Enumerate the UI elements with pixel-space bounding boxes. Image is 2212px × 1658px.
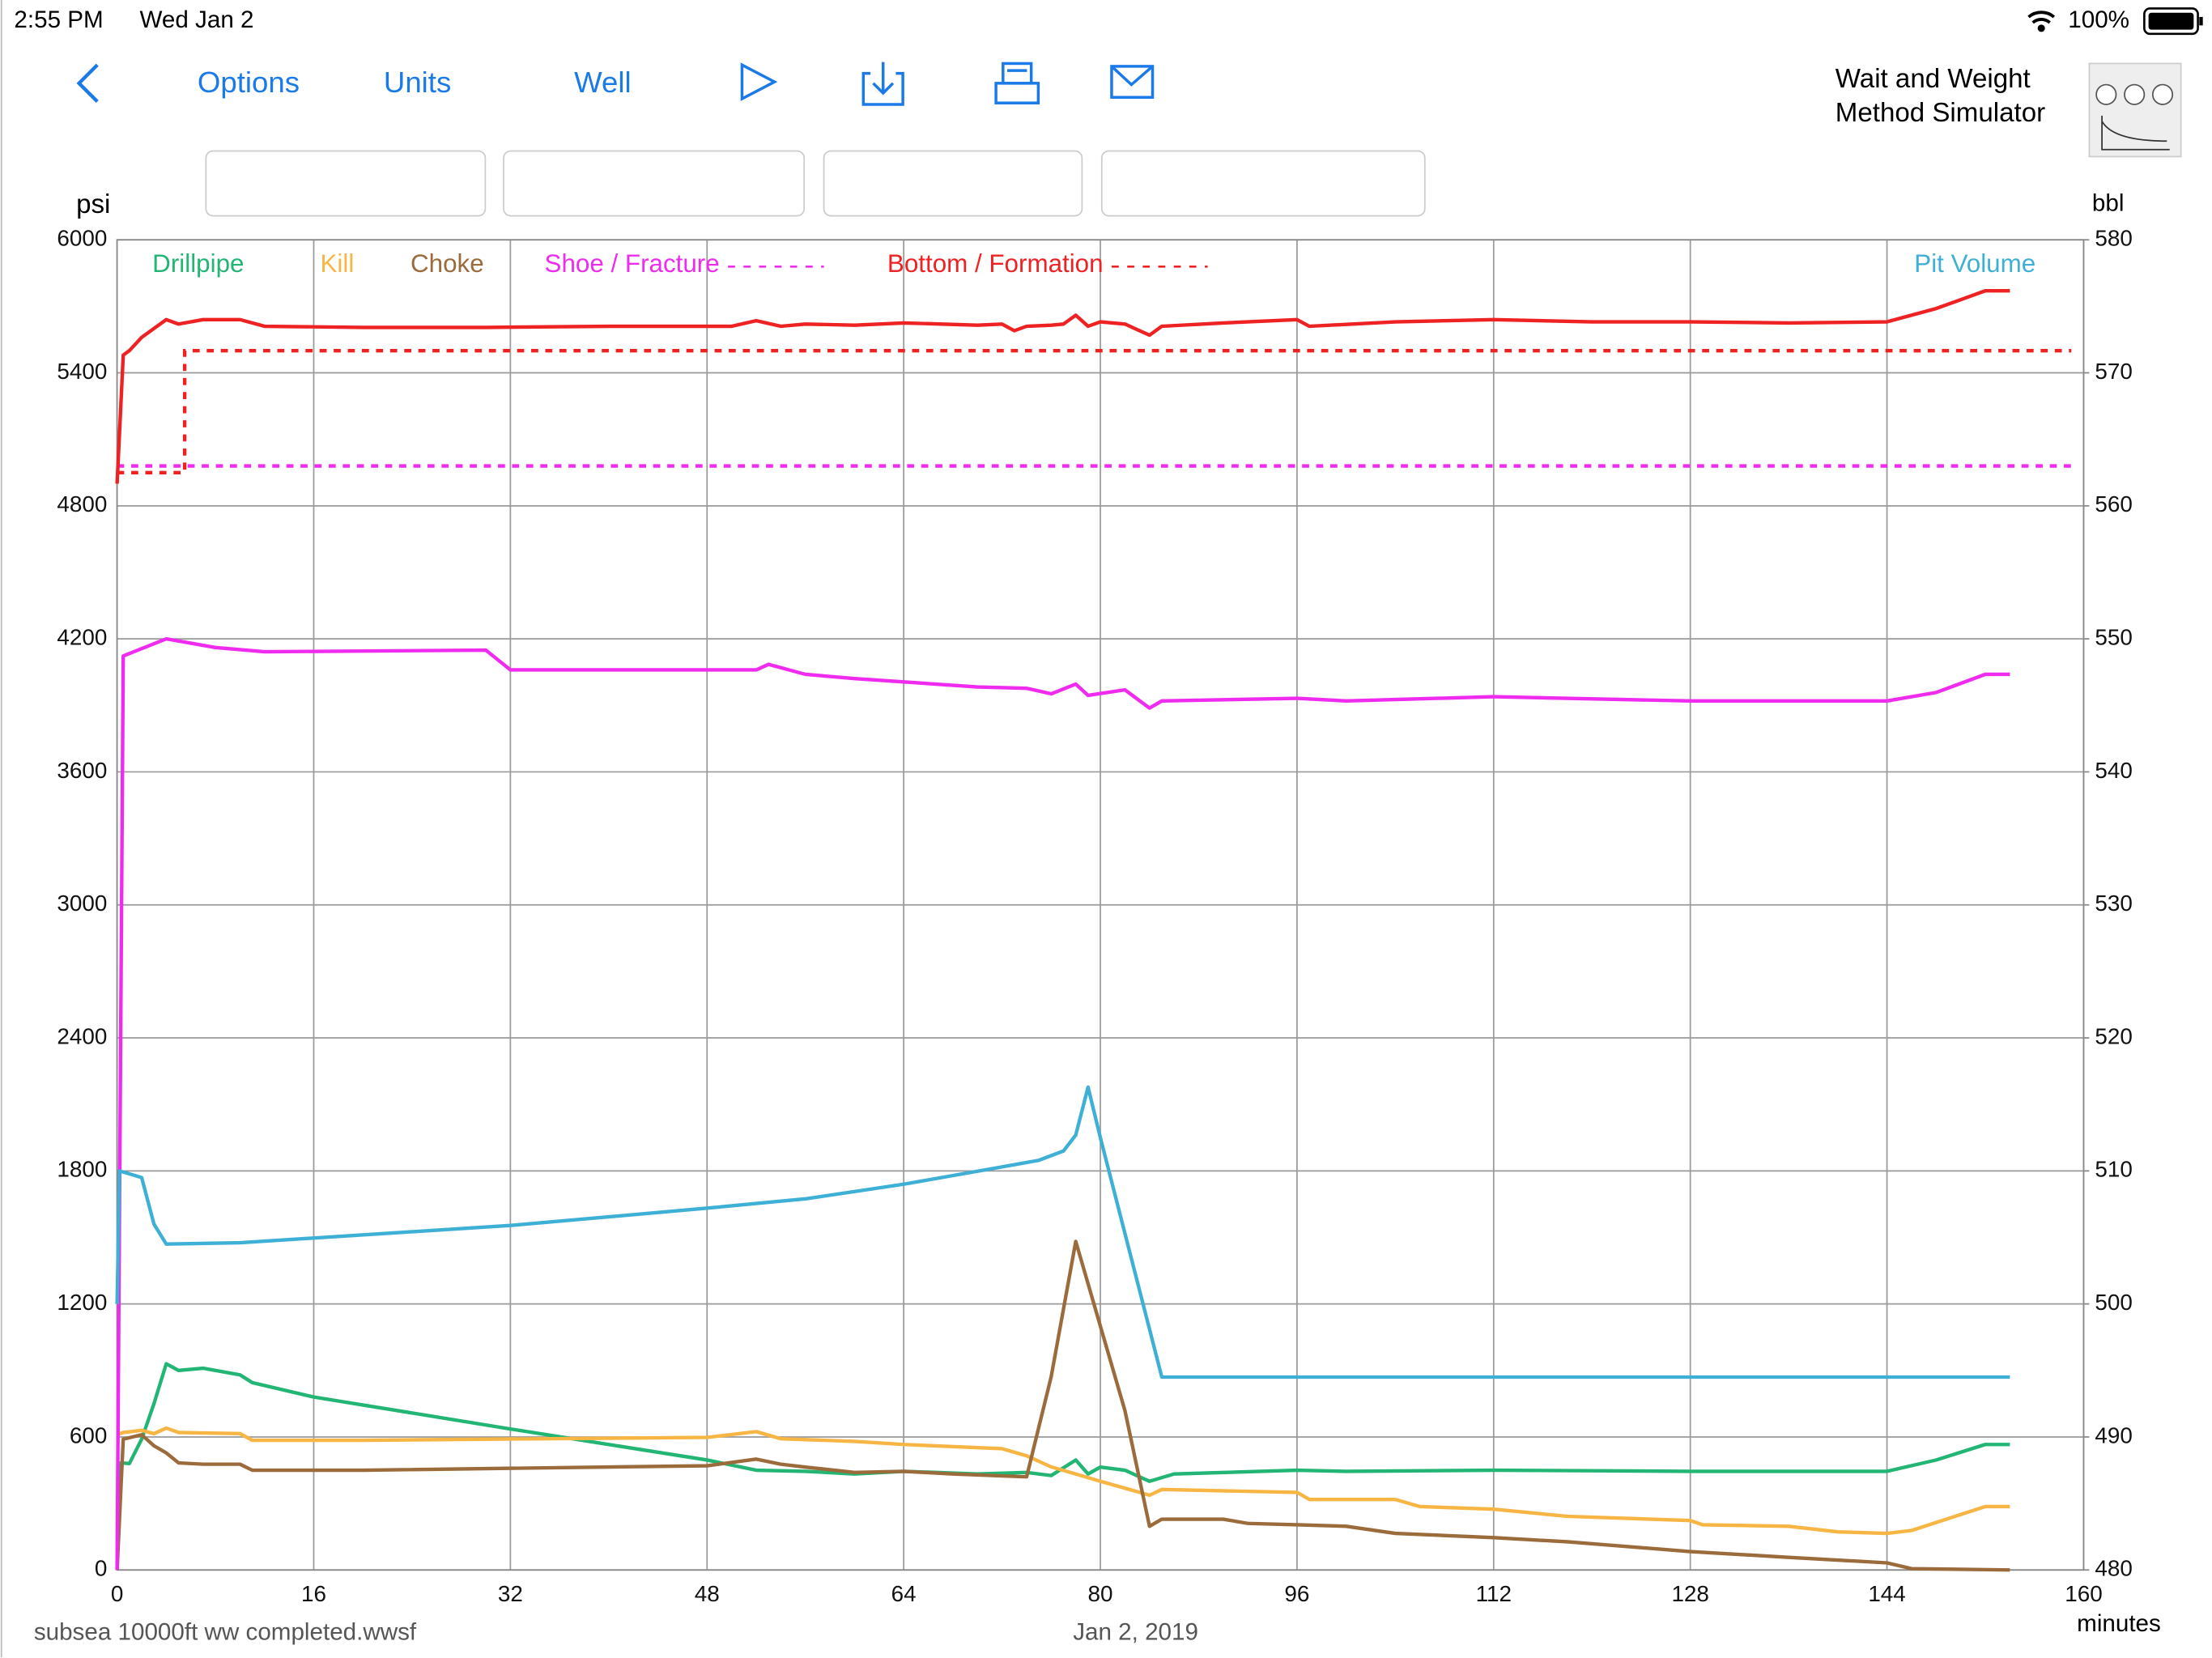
y-axis-label: psi: [76, 189, 110, 219]
series-line: [115, 636, 2010, 1571]
y2-tick-label: 500: [2095, 1290, 2132, 1315]
y-tick-label: 1800: [57, 1157, 107, 1182]
series-line: [115, 289, 2010, 484]
y2-tick-label: 550: [2095, 624, 2132, 649]
y2-tick-label: 530: [2095, 891, 2132, 916]
wifi-icon: [2027, 11, 2056, 32]
plot: 0600120018002400300036004200480054006000…: [57, 226, 2132, 1606]
well-button[interactable]: Well: [574, 66, 631, 99]
y-tick-label: 600: [70, 1422, 107, 1448]
series-line: [115, 1085, 2010, 1380]
y2-tick-label: 520: [2095, 1023, 2132, 1048]
back-button[interactable]: [76, 63, 99, 104]
y-tick-label: 4200: [57, 624, 107, 649]
y2-tick-label: 490: [2095, 1422, 2132, 1448]
x-tick-label: 32: [498, 1581, 523, 1606]
units-button[interactable]: Units: [384, 66, 451, 99]
input-box[interactable]: [205, 150, 487, 217]
y2-axis-label: bbl: [2092, 189, 2125, 216]
y-tick-label: 1200: [57, 1290, 107, 1315]
y-tick-label: 5400: [57, 359, 107, 384]
x-tick-label: 16: [301, 1581, 326, 1606]
legend-entry: Bottom / Formation: [887, 249, 1104, 278]
y2-tick-label: 510: [2095, 1157, 2132, 1182]
options-button[interactable]: Options: [198, 66, 300, 99]
input-box[interactable]: [1100, 150, 1426, 217]
mail-button[interactable]: [1110, 65, 1155, 99]
x-tick-label: 144: [1868, 1581, 1905, 1606]
y-tick-label: 4800: [57, 491, 107, 517]
status-time: 2:55 PM: [14, 6, 103, 33]
legend-entry: Drillpipe: [152, 249, 244, 278]
series-line: [116, 1426, 2010, 1536]
y-tick-label: 6000: [57, 226, 107, 251]
y-tick-label: 2400: [57, 1023, 107, 1048]
footer-file: subsea 10000ft ww completed.wwsf: [34, 1618, 417, 1645]
legend-entry: Choke: [410, 249, 484, 278]
y-tick-label: 0: [95, 1556, 108, 1581]
y2-tick-label: 580: [2095, 226, 2132, 251]
x-tick-label: 160: [2065, 1581, 2102, 1606]
status-battery: 100%: [2068, 6, 2129, 33]
x-tick-label: 64: [891, 1581, 917, 1606]
y2-tick-label: 570: [2095, 359, 2132, 384]
x-tick-label: 80: [1088, 1581, 1113, 1606]
x-tick-label: 112: [1476, 1581, 1512, 1606]
y2-tick-label: 480: [2095, 1556, 2132, 1581]
x-axis-label: minutes: [2077, 1610, 2161, 1637]
limit-line: [117, 348, 2072, 474]
input-box[interactable]: [823, 150, 1083, 217]
app-title-line2: Method Simulator: [1836, 98, 2045, 128]
plot-frame: [116, 239, 2085, 1571]
status-date: Wed Jan 2: [139, 6, 253, 33]
legend-entry: Pit Volume: [1914, 249, 2035, 278]
y-tick-label: 3600: [57, 758, 107, 783]
download-button[interactable]: [861, 62, 904, 106]
x-tick-label: 48: [695, 1581, 720, 1606]
y2-tick-label: 540: [2095, 758, 2132, 783]
play-button[interactable]: [740, 62, 778, 101]
legend-entry: Shoe / Fracture: [545, 249, 720, 278]
series-line: [115, 1239, 2010, 1572]
app-thumbnail: [2088, 62, 2182, 158]
y2-tick-label: 560: [2095, 491, 2132, 517]
print-button[interactable]: [994, 62, 1040, 104]
x-tick-label: 0: [111, 1581, 124, 1606]
y-tick-label: 3000: [57, 891, 107, 916]
legend-entry: Kill: [321, 249, 355, 278]
x-tick-label: 96: [1284, 1581, 1309, 1606]
app-title-line1: Wait and Weight: [1836, 64, 2031, 94]
footer-date: Jan 2, 2019: [1073, 1618, 1198, 1645]
battery-icon: [2143, 7, 2203, 36]
x-tick-label: 128: [1671, 1581, 1708, 1606]
input-box[interactable]: [503, 150, 806, 217]
